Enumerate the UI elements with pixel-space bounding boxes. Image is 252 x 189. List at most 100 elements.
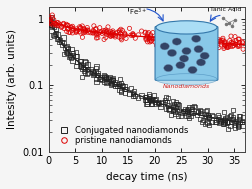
Point <box>153 37 158 40</box>
Point <box>112 33 116 36</box>
Ellipse shape <box>156 74 217 85</box>
Point <box>151 97 155 100</box>
Point <box>67 31 71 34</box>
Point <box>174 103 178 106</box>
Point <box>66 24 70 27</box>
Point <box>217 38 221 41</box>
Point <box>95 34 99 37</box>
Point <box>154 98 158 101</box>
Point <box>64 50 68 53</box>
Point <box>102 80 106 83</box>
Point <box>228 114 232 117</box>
Point <box>223 119 227 122</box>
Point <box>94 65 99 68</box>
Point <box>185 40 189 43</box>
Point <box>47 19 51 22</box>
Point <box>107 80 111 83</box>
Point <box>147 98 151 101</box>
Point <box>74 50 78 53</box>
Point <box>91 29 95 32</box>
Point <box>133 94 137 97</box>
Point <box>183 111 187 114</box>
Point <box>109 83 113 86</box>
Point <box>219 118 223 121</box>
Point <box>144 96 148 99</box>
Point <box>169 39 173 42</box>
Point <box>83 71 87 74</box>
Point <box>91 71 96 74</box>
Point <box>206 45 210 48</box>
Point <box>207 116 211 119</box>
Point <box>65 52 69 55</box>
Point <box>228 45 232 48</box>
Point <box>68 31 72 34</box>
Point <box>132 90 136 93</box>
Point <box>193 106 197 109</box>
Point <box>163 98 167 101</box>
Point <box>234 39 238 42</box>
Point <box>207 116 211 119</box>
Point <box>74 27 78 30</box>
Point <box>131 92 135 95</box>
Point <box>164 37 168 40</box>
Point <box>70 53 74 56</box>
Point <box>222 45 226 48</box>
Point <box>151 31 155 34</box>
Point <box>185 35 190 38</box>
Point <box>237 114 241 117</box>
Point <box>83 59 87 62</box>
Point <box>196 38 200 41</box>
Point <box>78 30 82 33</box>
Point <box>70 25 74 28</box>
Point <box>103 74 107 77</box>
Point <box>221 120 225 123</box>
Point <box>51 23 55 26</box>
Point <box>231 108 235 111</box>
Point <box>52 22 56 25</box>
Point <box>181 37 185 40</box>
Point <box>174 42 178 45</box>
Point <box>192 105 196 108</box>
Point <box>119 28 123 31</box>
Point <box>214 121 218 124</box>
Point <box>120 29 124 32</box>
Point <box>153 99 158 102</box>
Point <box>118 32 122 35</box>
Point <box>119 90 123 93</box>
Point <box>53 22 57 25</box>
Point <box>160 101 164 104</box>
Point <box>166 104 170 107</box>
Point <box>144 38 148 41</box>
Point <box>79 59 83 62</box>
Point <box>214 43 218 46</box>
Point <box>93 28 98 31</box>
Point <box>89 68 93 71</box>
Point <box>71 27 75 30</box>
Point <box>195 114 199 117</box>
Point <box>83 28 87 31</box>
Point <box>195 44 199 47</box>
Circle shape <box>200 52 209 59</box>
Text: Tanic Acid: Tanic Acid <box>209 7 241 12</box>
Point <box>111 31 115 34</box>
Point <box>106 77 110 80</box>
Point <box>99 77 103 81</box>
Point <box>185 37 189 40</box>
Point <box>54 27 58 30</box>
Point <box>236 126 240 129</box>
Point <box>56 21 60 24</box>
Point <box>89 31 93 34</box>
Point <box>144 98 148 101</box>
FancyBboxPatch shape <box>155 26 218 80</box>
Point <box>181 109 185 112</box>
Point <box>108 80 112 83</box>
Point <box>84 61 88 64</box>
Point <box>205 109 209 112</box>
Point <box>94 77 98 81</box>
Point <box>233 35 237 38</box>
Point <box>131 92 135 95</box>
Point <box>180 40 184 43</box>
Point <box>201 40 205 43</box>
Text: Nanodiamonds: Nanodiamonds <box>163 84 210 89</box>
Point <box>173 110 177 113</box>
